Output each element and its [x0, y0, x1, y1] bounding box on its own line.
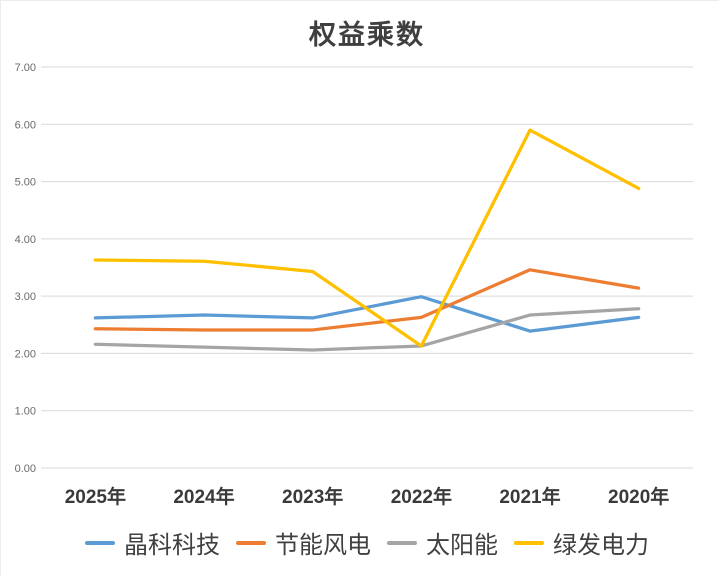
x-axis-label: 2025年: [65, 485, 126, 508]
x-axis-label: 2024年: [173, 485, 234, 508]
legend-swatch: [85, 540, 115, 545]
legend-item-绿发电力: 绿发电力: [514, 525, 649, 560]
series-line-节能风电: [93, 268, 641, 332]
legend-label: 晶科科技: [124, 533, 220, 559]
y-tick-label: 2.00: [15, 348, 36, 360]
legend-swatch: [387, 540, 417, 545]
y-tick-label: 1.00: [15, 406, 36, 418]
legend-item-晶科科技: 晶科科技: [85, 525, 220, 560]
legend-swatch: [514, 540, 544, 545]
legend-item-节能风电: 节能风电: [236, 525, 371, 560]
legend-label: 太阳能: [426, 533, 498, 559]
y-tick-label: 4.00: [15, 234, 36, 246]
legend: 晶科科技 节能风电 太阳能 绿发电力: [41, 525, 693, 560]
series-line-绿发电力: [93, 128, 641, 348]
x-axis-label: 2022年: [391, 485, 452, 508]
legend-item-太阳能: 太阳能: [387, 525, 498, 560]
y-tick-label: 7.00: [15, 62, 36, 74]
legend-swatch: [236, 540, 266, 545]
series-line-太阳能: [93, 307, 641, 352]
x-axis-label: 2020年: [608, 485, 669, 508]
x-axis-label: 2021年: [499, 485, 560, 508]
legend-label: 节能风电: [275, 533, 371, 559]
y-tick-label: 0.00: [15, 463, 36, 475]
x-axis-label: 2023年: [282, 485, 343, 508]
legend-label: 绿发电力: [553, 533, 649, 559]
y-tick-label: 3.00: [15, 291, 36, 303]
y-tick-label: 6.00: [15, 119, 36, 131]
y-tick-label: 5.00: [15, 177, 36, 189]
chart-title: 权益乘数: [309, 20, 425, 50]
